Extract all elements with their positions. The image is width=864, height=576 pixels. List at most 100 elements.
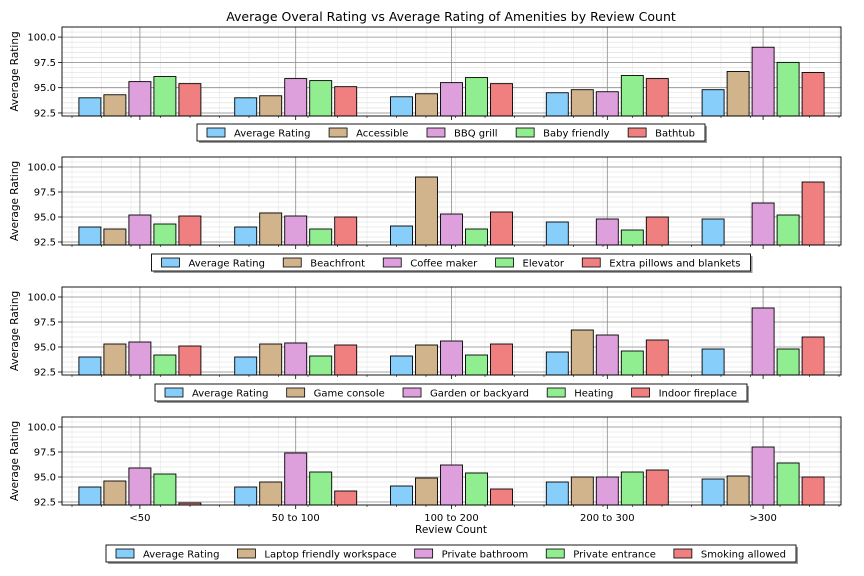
bar xyxy=(701,478,725,506)
bar xyxy=(465,354,488,376)
bar xyxy=(284,452,308,506)
bar xyxy=(726,71,750,117)
bar xyxy=(178,83,202,117)
bar xyxy=(751,202,775,246)
x-axis-label: Review Count xyxy=(415,524,487,536)
legend-swatch xyxy=(414,548,434,559)
bar xyxy=(645,469,669,506)
y-tick-label: 97.5 xyxy=(34,448,56,459)
y-tick-label: 92.5 xyxy=(34,368,56,379)
bar xyxy=(570,476,594,506)
bar xyxy=(334,216,358,246)
y-tick-label: 97.5 xyxy=(34,58,56,69)
legend-label: BBQ grill xyxy=(454,129,498,140)
bar xyxy=(595,218,619,246)
bar xyxy=(490,211,513,246)
bar xyxy=(284,342,308,376)
bar xyxy=(153,354,177,376)
legend-label: Private bathroom xyxy=(442,550,529,561)
x-tick-label: 100 to 200 xyxy=(424,513,479,524)
legend-swatch xyxy=(206,127,226,138)
bar xyxy=(595,476,619,506)
y-tick-label: 95.0 xyxy=(34,83,56,94)
bar xyxy=(78,97,102,117)
bar xyxy=(751,446,775,506)
bar xyxy=(334,490,358,506)
bar xyxy=(284,215,308,246)
bar xyxy=(78,226,102,246)
bar xyxy=(440,213,463,246)
legend-label: Beachfront xyxy=(310,259,365,270)
legend: Average Rating Laptop friendly workspace P… xyxy=(105,544,798,564)
bar xyxy=(776,462,800,506)
bar xyxy=(128,214,152,246)
legend-swatch xyxy=(164,387,184,398)
bar xyxy=(701,89,725,117)
bar xyxy=(103,94,127,117)
plot-frame xyxy=(61,286,842,376)
bar xyxy=(726,475,750,506)
plot-frame xyxy=(61,416,842,506)
bar xyxy=(415,477,438,506)
legend-label: Average Rating xyxy=(192,389,268,400)
bar xyxy=(178,215,202,246)
legend-label: Bathtub xyxy=(655,129,695,140)
bar xyxy=(234,356,258,376)
legend-box xyxy=(105,544,797,563)
bar xyxy=(390,485,413,506)
legend-label: Coffee maker xyxy=(410,259,478,270)
bar xyxy=(465,228,488,246)
legend-swatch xyxy=(581,257,601,268)
legend-swatch xyxy=(545,548,565,559)
bar xyxy=(309,355,333,376)
bar xyxy=(595,91,619,117)
panel-4: 92.5 95.0 97.5 100.0 Average Rating <50 50 to … xyxy=(9,416,842,564)
bar xyxy=(153,76,177,117)
bar xyxy=(309,471,333,506)
bar xyxy=(390,96,413,117)
bar xyxy=(645,339,669,376)
bar xyxy=(334,344,358,376)
legend-label: Garden or backyard xyxy=(430,389,529,400)
bar xyxy=(645,78,669,117)
y-tick-label: 100.0 xyxy=(27,293,56,304)
y-axis-label: Average Rating xyxy=(9,421,21,501)
y-tick-label: 100.0 xyxy=(27,33,56,44)
bar xyxy=(801,181,825,246)
bar xyxy=(440,464,463,506)
bar xyxy=(128,341,152,376)
bar xyxy=(234,226,258,246)
legend-swatch xyxy=(426,127,446,138)
legend-swatch xyxy=(286,387,306,398)
legend-swatch xyxy=(115,548,135,559)
bar xyxy=(415,344,438,376)
legend: Average Rating Accessible BBQ grill Baby fr… xyxy=(196,123,707,143)
y-tick-label: 95.0 xyxy=(34,213,56,224)
x-tick-label: 50 to 100 xyxy=(272,513,320,524)
bar xyxy=(440,340,463,376)
y-axis-label: Average Rating xyxy=(9,161,21,241)
bar xyxy=(620,350,644,376)
legend-label: Smoking allowed xyxy=(701,550,786,561)
bar xyxy=(128,467,152,506)
legend-label: Indoor fireplace xyxy=(659,389,737,400)
legend-label: Heating xyxy=(574,389,613,400)
legend-swatch xyxy=(631,387,650,398)
bar xyxy=(309,80,333,117)
legend-swatch xyxy=(515,127,535,138)
x-tick-label: 200 to 300 xyxy=(580,513,635,524)
bar xyxy=(178,345,202,376)
bar xyxy=(284,78,308,117)
bar xyxy=(309,228,333,246)
bar xyxy=(103,343,127,376)
bar xyxy=(259,212,283,246)
bar xyxy=(545,92,569,117)
bar xyxy=(259,481,283,506)
bar xyxy=(545,351,569,376)
chart-title: Average Overal Rating vs Average Rating … xyxy=(226,9,676,24)
bar xyxy=(701,348,725,376)
